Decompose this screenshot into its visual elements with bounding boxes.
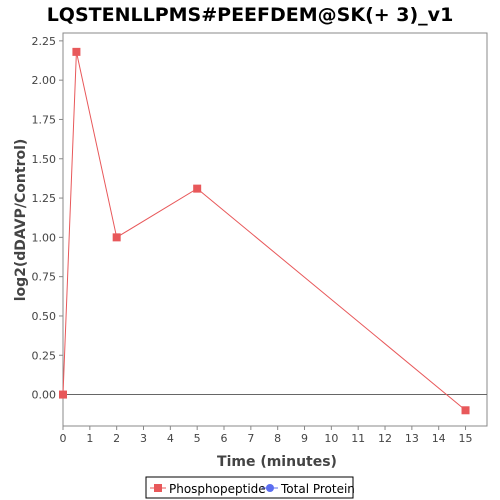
plot-frame (62, 32, 488, 427)
data-point-phosphopeptide (461, 406, 470, 415)
y-tick-label: 1.00 (32, 231, 57, 244)
y-tick-label: 0.00 (32, 389, 57, 402)
x-tick-label: 1 (86, 432, 93, 445)
legend-box (145, 476, 354, 499)
y-tick-label: 1.25 (32, 192, 57, 205)
x-tick-label: 6 (221, 432, 228, 445)
x-tick-label: 12 (378, 432, 392, 445)
y-axis: 0.00 0.25 0.50 0.75 1.00 1.25 1.50 1.75 2.00 2.25 (32, 35, 63, 402)
x-tick-label: 14 (432, 432, 446, 445)
legend-total-protein-marker (266, 484, 274, 492)
x-tick-label: 15 (459, 432, 473, 445)
legend: Phosphopeptide Total Protein (145, 476, 355, 499)
plot-area (62, 32, 488, 427)
data-point-phosphopeptide (112, 233, 121, 242)
y-tick-label: 1.50 (32, 153, 57, 166)
x-tick-label: 11 (351, 432, 365, 445)
y-tick-label: 0.25 (32, 349, 57, 362)
x-axis: 0 1 2 3 4 5 6 7 8 9 10 11 12 13 14 15 (60, 426, 473, 445)
chart-title: LQSTENLLPMS#PEEFDEM@SK(+ 3)_v1 (47, 4, 454, 26)
data-point-phosphopeptide (72, 47, 81, 56)
x-tick-label: 2 (113, 432, 120, 445)
x-tick-label: 8 (274, 432, 281, 445)
x-tick-label: 9 (301, 432, 308, 445)
series-line-phosphopeptide (62, 51, 466, 411)
y-tick-label: 1.75 (32, 113, 57, 126)
data-point-phosphopeptide (59, 390, 67, 399)
x-tick-label: 3 (140, 432, 147, 445)
x-tick-label: 0 (60, 432, 67, 445)
x-axis-label: Time (minutes) (217, 454, 337, 470)
y-tick-label: 0.75 (32, 271, 57, 284)
y-tick-label: 0.50 (32, 310, 57, 323)
x-tick-label: 4 (167, 432, 174, 445)
y-axis-label: log2(dDAVP/Control) (13, 139, 29, 302)
y-tick-label: 2.25 (32, 35, 57, 48)
legend-phosphopeptide-label: Phosphopeptide (169, 482, 266, 496)
data-point-phosphopeptide (193, 184, 202, 193)
x-tick-label: 10 (324, 432, 338, 445)
legend-phosphopeptide-marker (154, 484, 162, 492)
y-tick-label: 2.00 (32, 74, 57, 87)
x-tick-label: 7 (247, 432, 254, 445)
legend-total-protein-label: Total Protein (280, 482, 355, 496)
series-layer (59, 47, 470, 415)
x-tick-label: 13 (405, 432, 419, 445)
x-tick-label: 5 (194, 432, 201, 445)
